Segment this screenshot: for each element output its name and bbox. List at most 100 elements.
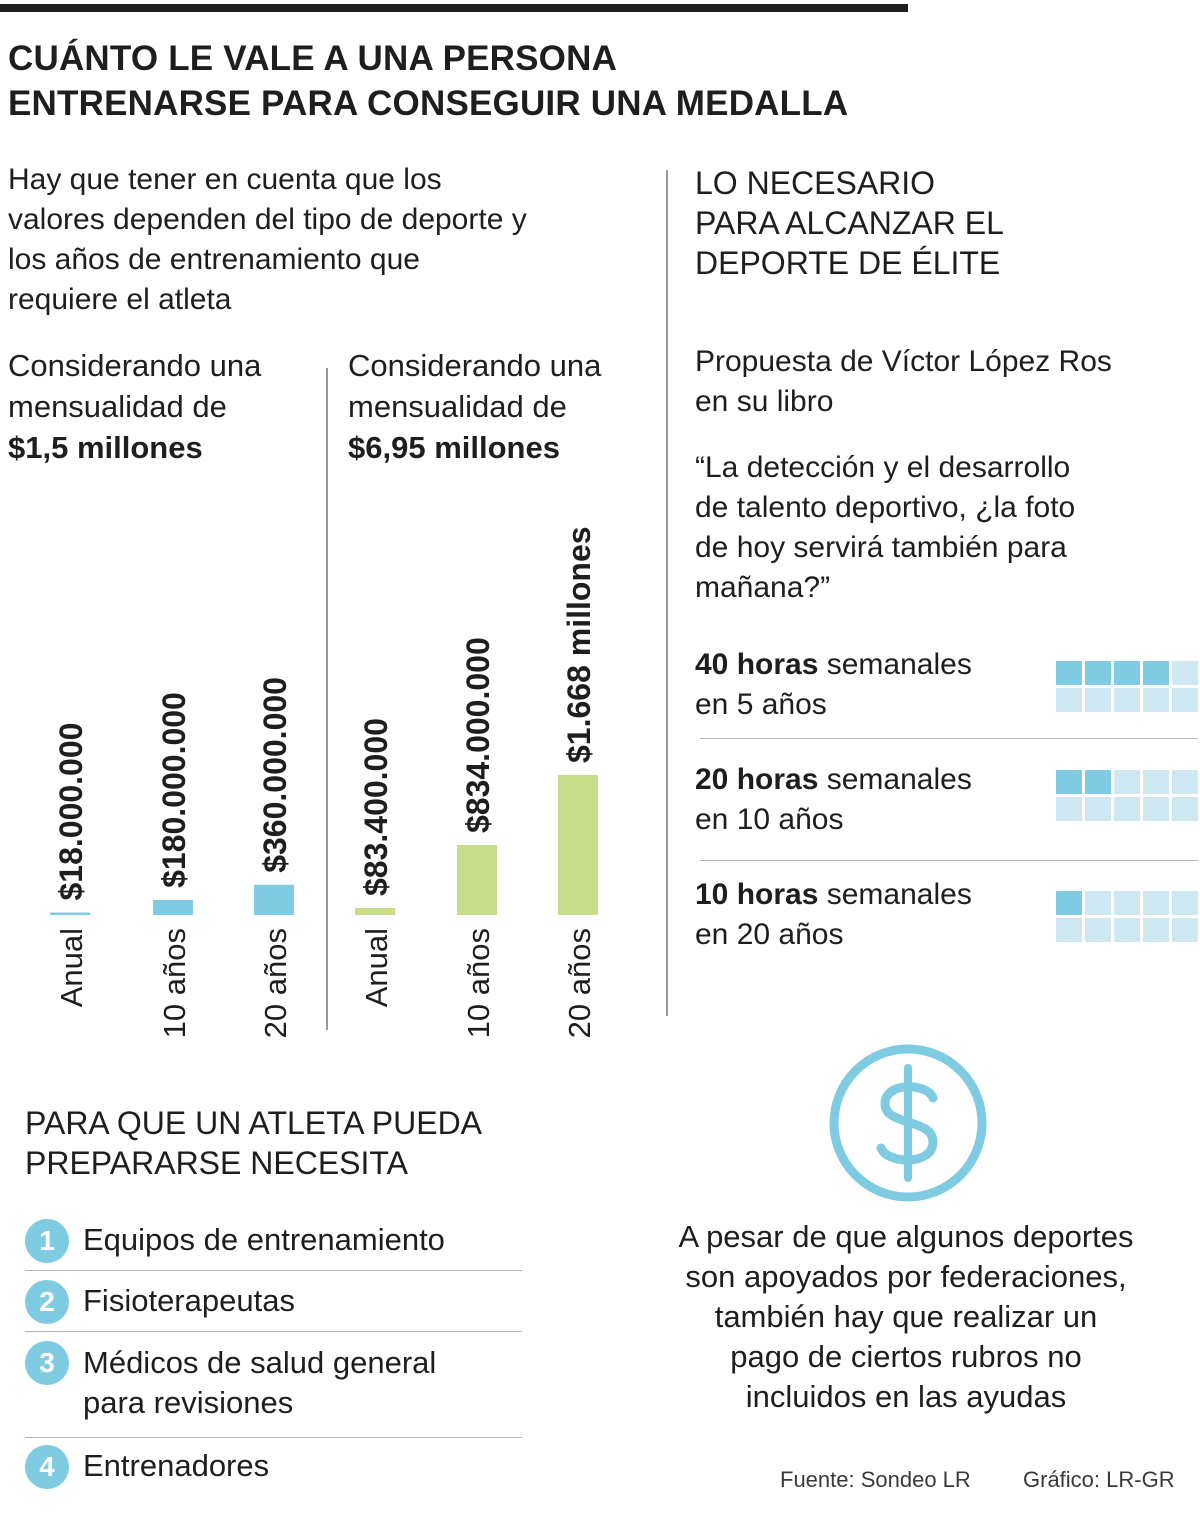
intro-text: Hay que tener en cuenta que los valores … bbox=[8, 160, 648, 320]
graphic-credit: Gráfico: LR-GR bbox=[1023, 1467, 1175, 1492]
list-item: 1 Equipos de entrenamiento bbox=[25, 1219, 525, 1263]
column-divider bbox=[666, 170, 668, 1016]
empty-hour-block bbox=[1143, 770, 1169, 794]
plan-separator bbox=[700, 860, 1198, 861]
empty-hour-block bbox=[1172, 770, 1198, 794]
note-line: pago de ciertos rubros no bbox=[730, 1339, 1082, 1374]
bar-value-label: $834.000.000 bbox=[460, 637, 496, 833]
empty-hour-block bbox=[1143, 918, 1169, 942]
intro-line: requiere el atleta bbox=[8, 283, 232, 316]
category-label: 20 años bbox=[258, 928, 293, 1038]
quote-line: “La detección y el desarrollo bbox=[695, 451, 1071, 484]
quote-line: de hoy servirá también para bbox=[695, 531, 1067, 564]
empty-hour-block bbox=[1172, 797, 1198, 821]
category-label: Anual bbox=[54, 928, 89, 1007]
category-label: 20 años bbox=[562, 928, 597, 1038]
list-item: 2 Fisioterapeutas bbox=[25, 1280, 525, 1324]
bar-value-label: $360.000.000 bbox=[257, 677, 293, 873]
empty-hour-block bbox=[1172, 918, 1198, 942]
empty-hour-block bbox=[1114, 797, 1140, 821]
list-item: 4 Entrenadores bbox=[25, 1445, 525, 1489]
list-item-text: para revisiones bbox=[83, 1385, 294, 1420]
source-credit: Fuente: Sondeo LR bbox=[780, 1467, 971, 1492]
plan-20h: 20 horas semanales en 10 años bbox=[695, 760, 972, 840]
plan-hours: 20 horas bbox=[695, 763, 819, 796]
number-badge: 4 bbox=[25, 1445, 69, 1489]
bar bbox=[153, 899, 193, 915]
book-quote: “La detección y el desarrollo de talento… bbox=[695, 448, 1075, 608]
bar bbox=[254, 884, 294, 915]
title-line: ENTRENARSE PARA CONSEGUIR UNA MEDALLA bbox=[8, 84, 849, 123]
bar bbox=[457, 845, 497, 915]
number-badge: 3 bbox=[25, 1341, 69, 1385]
number-badge: 2 bbox=[25, 1280, 69, 1324]
scenario-line: Considerando una bbox=[8, 348, 262, 383]
filled-hour-block bbox=[1085, 661, 1111, 685]
note-line: incluidos en las ayudas bbox=[745, 1379, 1067, 1414]
empty-hour-block bbox=[1056, 688, 1082, 712]
empty-hour-block bbox=[1172, 891, 1198, 915]
needs-title: PARA QUE UN ATLETA PUEDA PREPARARSE NECE… bbox=[25, 1103, 625, 1183]
bar-value-label: $83.400.000 bbox=[358, 718, 394, 896]
filled-hour-block bbox=[1085, 770, 1111, 794]
bar-value-label: $180.000.000 bbox=[156, 692, 192, 888]
note-line: también hay que realizar un bbox=[714, 1299, 1098, 1334]
empty-hour-block bbox=[1056, 797, 1082, 821]
plan-hours: 10 horas bbox=[695, 878, 819, 911]
plan-20h-grid bbox=[1056, 770, 1198, 821]
list-separator bbox=[25, 1270, 522, 1271]
list-separator bbox=[25, 1437, 522, 1438]
bar bbox=[355, 908, 395, 915]
category-label: 10 años bbox=[157, 928, 192, 1038]
empty-hour-block bbox=[1114, 891, 1140, 915]
empty-hour-block bbox=[1143, 891, 1169, 915]
scenario-amount: $6,95 millones bbox=[348, 430, 560, 465]
empty-hour-block bbox=[1085, 688, 1111, 712]
proposal-text: Propuesta de Víctor López Ros en su libr… bbox=[695, 342, 1112, 422]
plan-40h: 40 horas semanales en 5 años bbox=[695, 645, 972, 725]
empty-hour-block bbox=[1114, 918, 1140, 942]
proposal-line: Propuesta de Víctor López Ros bbox=[695, 345, 1112, 378]
title-line: CUÁNTO LE VALE A UNA PERSONA bbox=[8, 39, 618, 78]
scenario-amount: $1,5 millones bbox=[8, 430, 203, 465]
plan-10h-grid bbox=[1056, 891, 1198, 942]
plan-unit: semanales bbox=[818, 648, 972, 681]
empty-hour-block bbox=[1085, 797, 1111, 821]
filled-hour-block bbox=[1143, 661, 1169, 685]
needs-title-line: PARA QUE UN ATLETA PUEDA bbox=[25, 1105, 483, 1141]
category-label: Anual bbox=[359, 928, 394, 1007]
empty-hour-block bbox=[1114, 688, 1140, 712]
category-label: 10 años bbox=[461, 928, 496, 1038]
plan-40h-grid bbox=[1056, 661, 1198, 712]
empty-hour-block bbox=[1172, 688, 1198, 712]
list-item-text: Médicos de salud general bbox=[83, 1345, 437, 1380]
scenario-line: mensualidad de bbox=[348, 389, 567, 424]
plan-duration: en 5 años bbox=[695, 688, 827, 721]
right-title: LO NECESARIO PARA ALCANZAR EL DEPORTE DE… bbox=[695, 163, 1195, 283]
main-title: CUÁNTO LE VALE A UNA PERSONA ENTRENARSE … bbox=[8, 36, 1008, 126]
intro-line: los años de entrenamiento que bbox=[8, 243, 420, 276]
plan-unit: semanales bbox=[818, 763, 972, 796]
plan-unit: semanales bbox=[818, 878, 972, 911]
quote-line: mañana?” bbox=[695, 571, 831, 604]
filled-hour-block bbox=[1056, 661, 1082, 685]
bar-value-label: $18.000.000 bbox=[53, 723, 89, 901]
number-badge: 1 bbox=[25, 1219, 69, 1263]
right-title-line: LO NECESARIO bbox=[695, 165, 936, 201]
list-item-text: Fisioterapeutas bbox=[83, 1283, 295, 1318]
right-title-line: DEPORTE DE ÉLITE bbox=[695, 245, 1001, 281]
plan-separator bbox=[700, 738, 1198, 739]
empty-hour-block bbox=[1143, 688, 1169, 712]
needs-title-line: PREPARARSE NECESITA bbox=[25, 1145, 408, 1181]
scenario-2-heading: Considerando una mensualidad de $6,95 mi… bbox=[348, 345, 678, 468]
empty-hour-block bbox=[1056, 918, 1082, 942]
empty-hour-block bbox=[1172, 661, 1198, 685]
proposal-line: en su libro bbox=[695, 385, 834, 418]
quote-line: de talento deportivo, ¿la foto bbox=[695, 491, 1076, 524]
plan-duration: en 10 años bbox=[695, 803, 844, 836]
right-title-line: PARA ALCANZAR EL bbox=[695, 205, 1004, 241]
scenario-1-heading: Considerando una mensualidad de $1,5 mil… bbox=[8, 345, 338, 468]
list-item-text: Entrenadores bbox=[83, 1448, 270, 1483]
scenario-line: mensualidad de bbox=[8, 389, 227, 424]
intro-line: valores dependen del tipo de deporte y bbox=[8, 203, 527, 236]
